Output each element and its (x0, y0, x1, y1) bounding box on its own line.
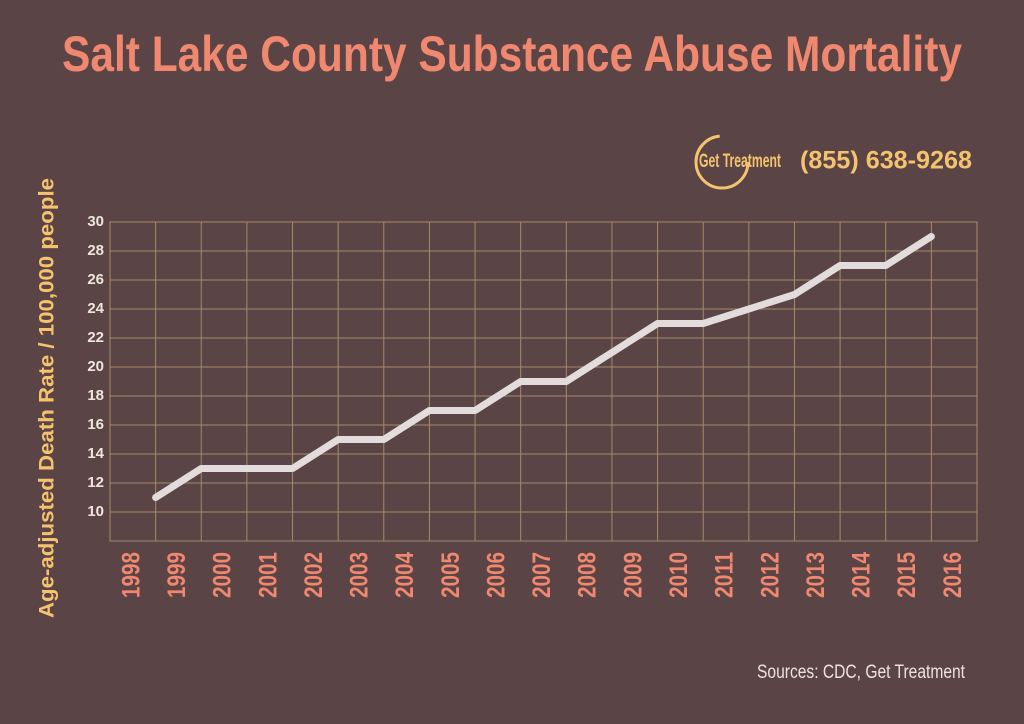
y-tick-label: 14 (87, 445, 104, 462)
y-tick-label: 22 (87, 329, 104, 346)
y-tick-label: 10 (87, 503, 104, 520)
x-tick-label: 1998 (117, 552, 145, 598)
x-tick-label: 2007 (528, 552, 556, 598)
y-tick-label: 24 (87, 300, 104, 317)
x-tick-label: 2014 (848, 552, 876, 598)
y-tick-label: 26 (87, 271, 104, 288)
x-tick-label: 2016 (939, 552, 967, 598)
y-tick-label: 20 (87, 358, 104, 375)
y-tick-label: 12 (87, 474, 104, 491)
x-tick-label: 1999 (163, 552, 191, 598)
source: Sources: CDC, Get Treatment (757, 662, 966, 683)
x-tick-label: 2012 (756, 552, 784, 598)
x-tick-label: 2006 (482, 552, 510, 598)
x-tick-label: 2010 (665, 552, 693, 598)
y-tick-label: 16 (87, 416, 104, 433)
x-tick-label: 2000 (209, 552, 237, 598)
logo-ring (694, 134, 750, 190)
y-axis-label: Age-adjusted Death Rate / 100,000 people (36, 178, 59, 618)
data-line (152, 233, 935, 501)
x-tick-label: 2005 (437, 552, 465, 598)
x-tick-label: 2009 (619, 552, 647, 598)
x-tick-label: 2002 (300, 552, 328, 598)
x-tick-label: 2013 (802, 552, 830, 598)
chart-title: Salt Lake County Substance Abuse Mortali… (62, 26, 962, 82)
logo: Get Treatment (699, 151, 781, 172)
y-tick-label: 30 (87, 213, 104, 230)
y-tick-label: 28 (87, 242, 104, 259)
x-tick-label: 2004 (391, 552, 419, 598)
x-tick-label: 2008 (574, 552, 602, 598)
x-tick-label: 2003 (346, 552, 374, 598)
x-tick-label: 2015 (893, 552, 921, 598)
x-tick-label: 2001 (254, 552, 282, 598)
x-tick-label: 2011 (711, 552, 739, 598)
y-tick-label: 18 (87, 387, 104, 404)
phone: (855) 638-9268 (800, 147, 972, 175)
